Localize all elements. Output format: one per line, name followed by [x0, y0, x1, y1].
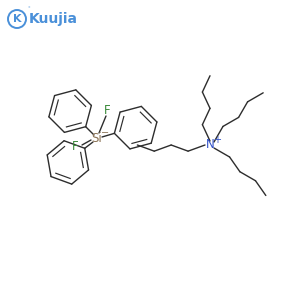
Text: +: + — [213, 135, 221, 145]
Text: −: − — [101, 128, 109, 138]
Text: N: N — [206, 139, 214, 152]
Text: Kuujia: Kuujia — [29, 12, 78, 26]
Text: °: ° — [27, 6, 30, 11]
Text: F: F — [72, 140, 78, 152]
Text: F: F — [104, 103, 110, 116]
Text: Si: Si — [92, 131, 102, 145]
Text: K: K — [13, 14, 21, 24]
